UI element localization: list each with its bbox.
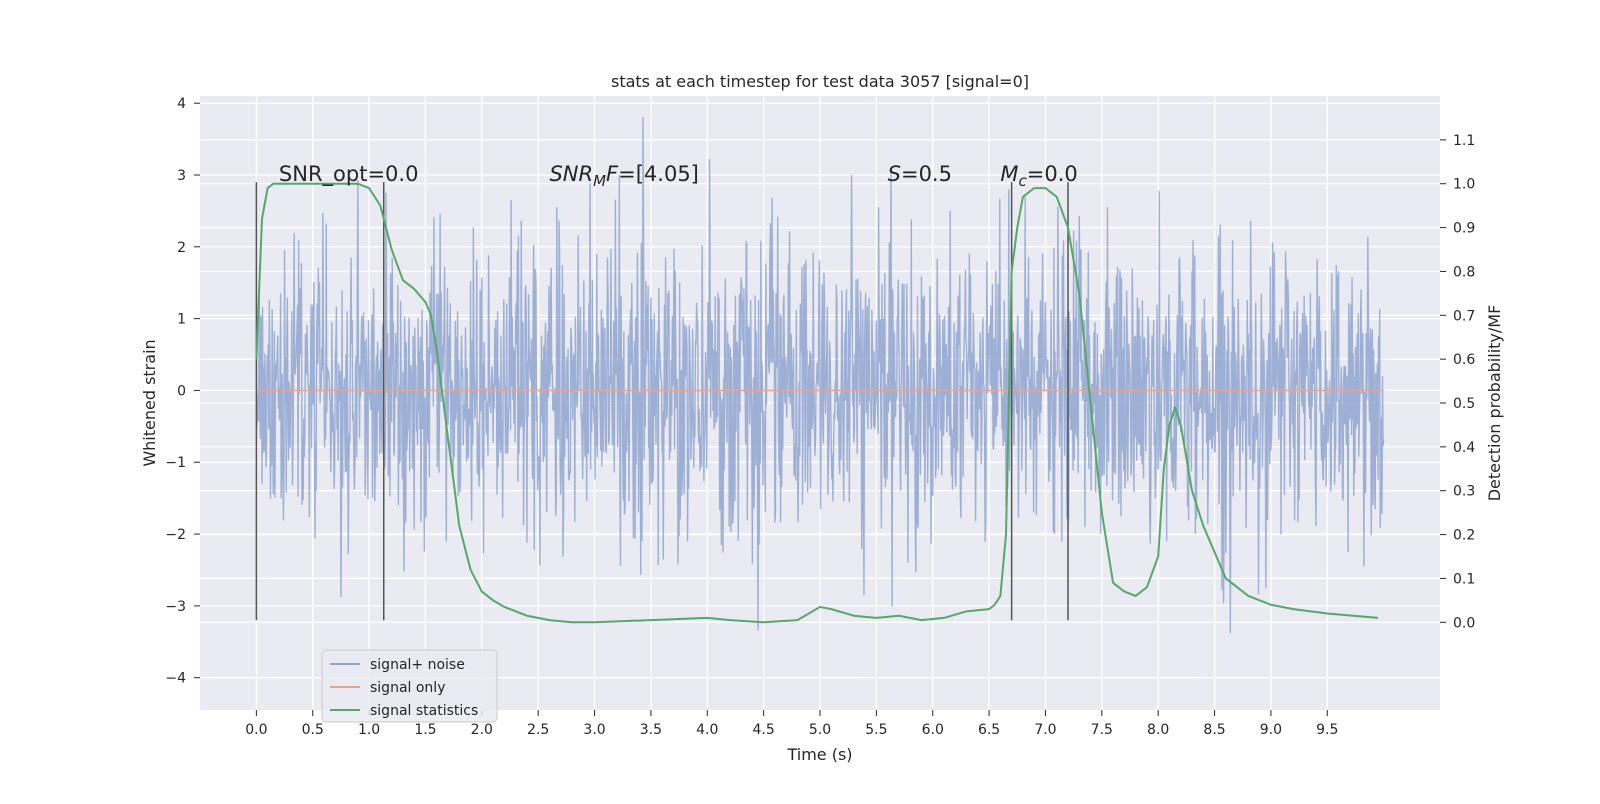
series-signal-noise-line [255,116,1385,634]
annotation: SNRMF=[4.05] [549,162,698,190]
y-left-tick-label: 1 [177,312,186,328]
x-tick-label: 3.5 [640,722,662,738]
x-axis-label: Time (s) [786,745,852,764]
y-right-tick-label: 0.2 [1453,528,1475,544]
x-tick-label: 7.0 [1034,722,1056,738]
x-tick-label: 0.0 [245,722,267,738]
y-right-tick-label: 0.0 [1453,615,1475,631]
x-tick-label: 2.0 [471,722,493,738]
x-tick-label: 7.5 [1091,722,1113,738]
y-right-tick-label: 0.9 [1453,221,1475,237]
legend-label: signal+ noise [370,657,465,673]
y-right-tick-label: 0.8 [1453,264,1475,280]
x-tick-label: 6.0 [922,722,944,738]
annotations: SNR_opt=0.0 SNRMF=[4.05] S=0.5 Mc=0.0 [279,162,1078,190]
x-tick-label: 9.5 [1316,722,1338,738]
series-line-2 [255,182,1379,624]
vertical-markers [255,182,1069,621]
y-left-tick-label: −4 [165,671,186,687]
y-left-tick-label: −1 [165,455,186,471]
y-right-tick-label: 1.1 [1453,133,1475,149]
x-tick-label: 0.5 [302,722,324,738]
x-tick-label: 4.5 [753,722,775,738]
annotation: SNR_opt=0.0 [279,162,419,187]
y-right-tick-label: 0.7 [1453,308,1475,324]
x-tick-label: 8.0 [1147,722,1169,738]
y-right-tick-label: 0.5 [1453,396,1475,412]
x-tick-label: 2.5 [527,722,549,738]
x-tick-label: 6.5 [978,722,1000,738]
y-left-tick-label: 2 [177,240,186,256]
y-right-tick-label: 1.0 [1453,177,1475,193]
y-right-tick-label: 0.3 [1453,484,1475,500]
legend: signal+ noise signal only signal statistic… [321,649,498,723]
y-left-tick-label: 4 [177,96,186,112]
x-tick-label: 1.5 [414,722,436,738]
y-right-tick-label: 0.4 [1453,440,1475,456]
chart-title: stats at each timestep for test data 305… [611,72,1029,91]
x-tick-label: 9.0 [1260,722,1282,738]
x-tick-label: 8.5 [1203,722,1225,738]
y-left-tick-label: 0 [177,383,186,399]
y-axis-label-right: Detection probability/MF [1485,305,1504,502]
y-left-tick-label: −2 [165,527,186,543]
x-tick-label: 5.5 [865,722,887,738]
x-tick-label: 1.0 [358,722,380,738]
x-tick-label: 3.0 [583,722,605,738]
axes: 0.0 0.5 1.0 1.5 2.0 2.5 3.0 3.5 4.0 4.5 5.0 5.5 6.0 6… [165,96,1475,738]
y-right-tick-label: 0.6 [1453,352,1475,368]
x-tick-label: 4.0 [696,722,718,738]
stat-layer [255,182,1379,624]
y-left-tick-label: 3 [177,168,186,184]
y-axis-label-left: Whitened strain [140,339,159,466]
y-right-tick-label: 0.1 [1453,571,1475,587]
y-left-tick-label: −3 [165,599,186,615]
annotation: S=0.5 [888,162,952,186]
x-tick-label: 5.0 [809,722,831,738]
annotation: Mc=0.0 [1000,162,1077,190]
legend-label: signal statistics [370,703,478,719]
series-layer [255,116,1385,634]
legend-box [321,649,498,723]
legend-label: signal only [370,680,445,696]
